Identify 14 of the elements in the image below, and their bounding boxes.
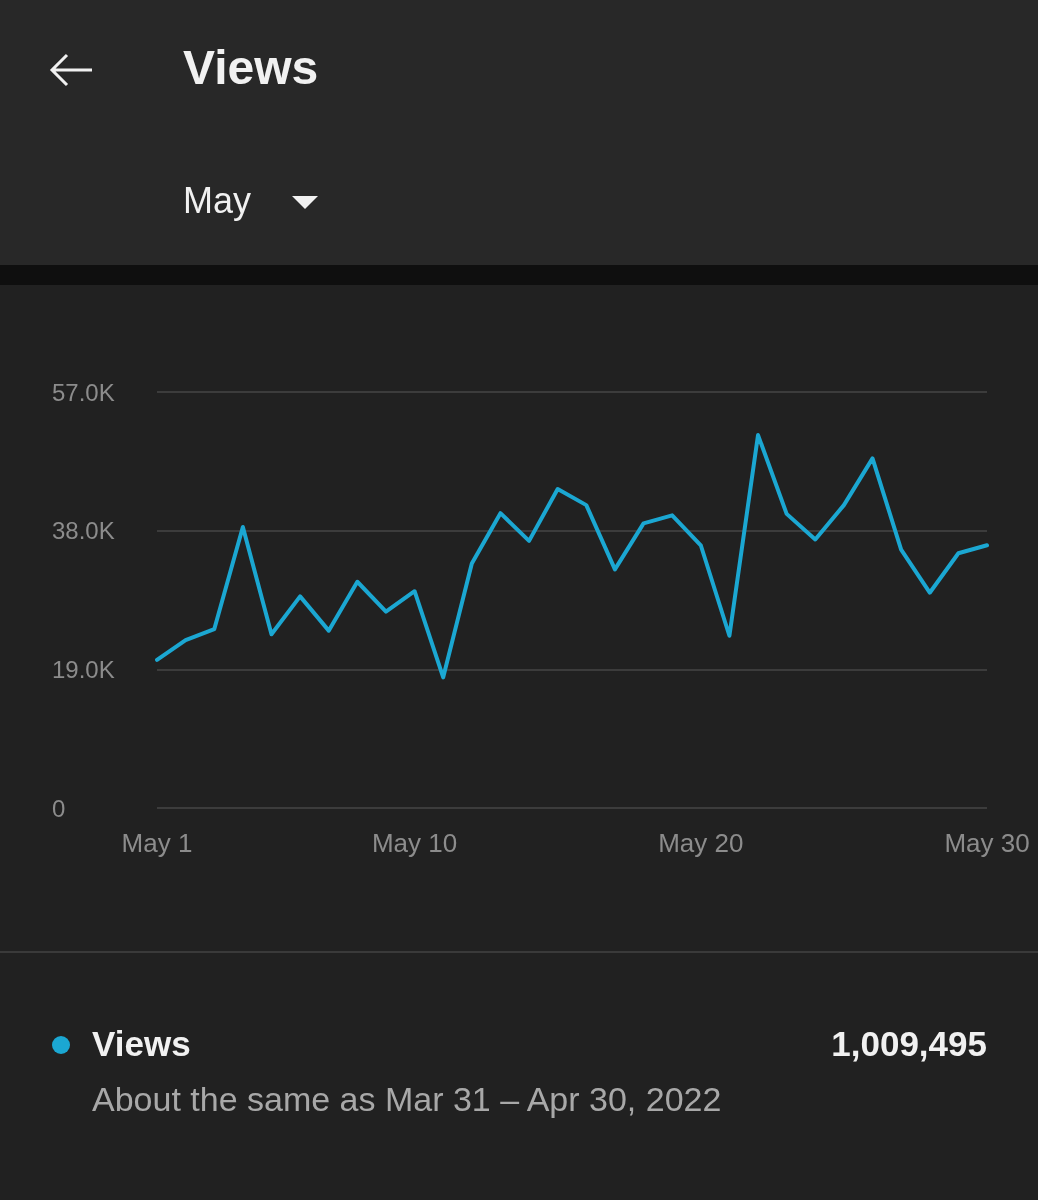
y-tick-label: 0 (52, 794, 66, 822)
x-tick-label: May 30 (944, 828, 1030, 858)
y-tick-label: 38.0K (52, 517, 115, 545)
chart-title: Views (183, 40, 319, 95)
x-tick-label: May 1 (121, 828, 193, 858)
legend-label: Views (92, 1024, 191, 1064)
x-tick-label: May 10 (371, 828, 458, 858)
chart-subtitle: May (183, 180, 252, 222)
x-tick-label: May 20 (658, 828, 744, 858)
y-tick-label: 57.0K (52, 378, 115, 406)
text: 1,009,495 (831, 1024, 987, 1064)
y-tick-label: 19.0K (52, 655, 115, 683)
text: About the same as Mar 31 – Apr 30, 2022 (92, 1080, 723, 1119)
line-series (155, 433, 989, 680)
